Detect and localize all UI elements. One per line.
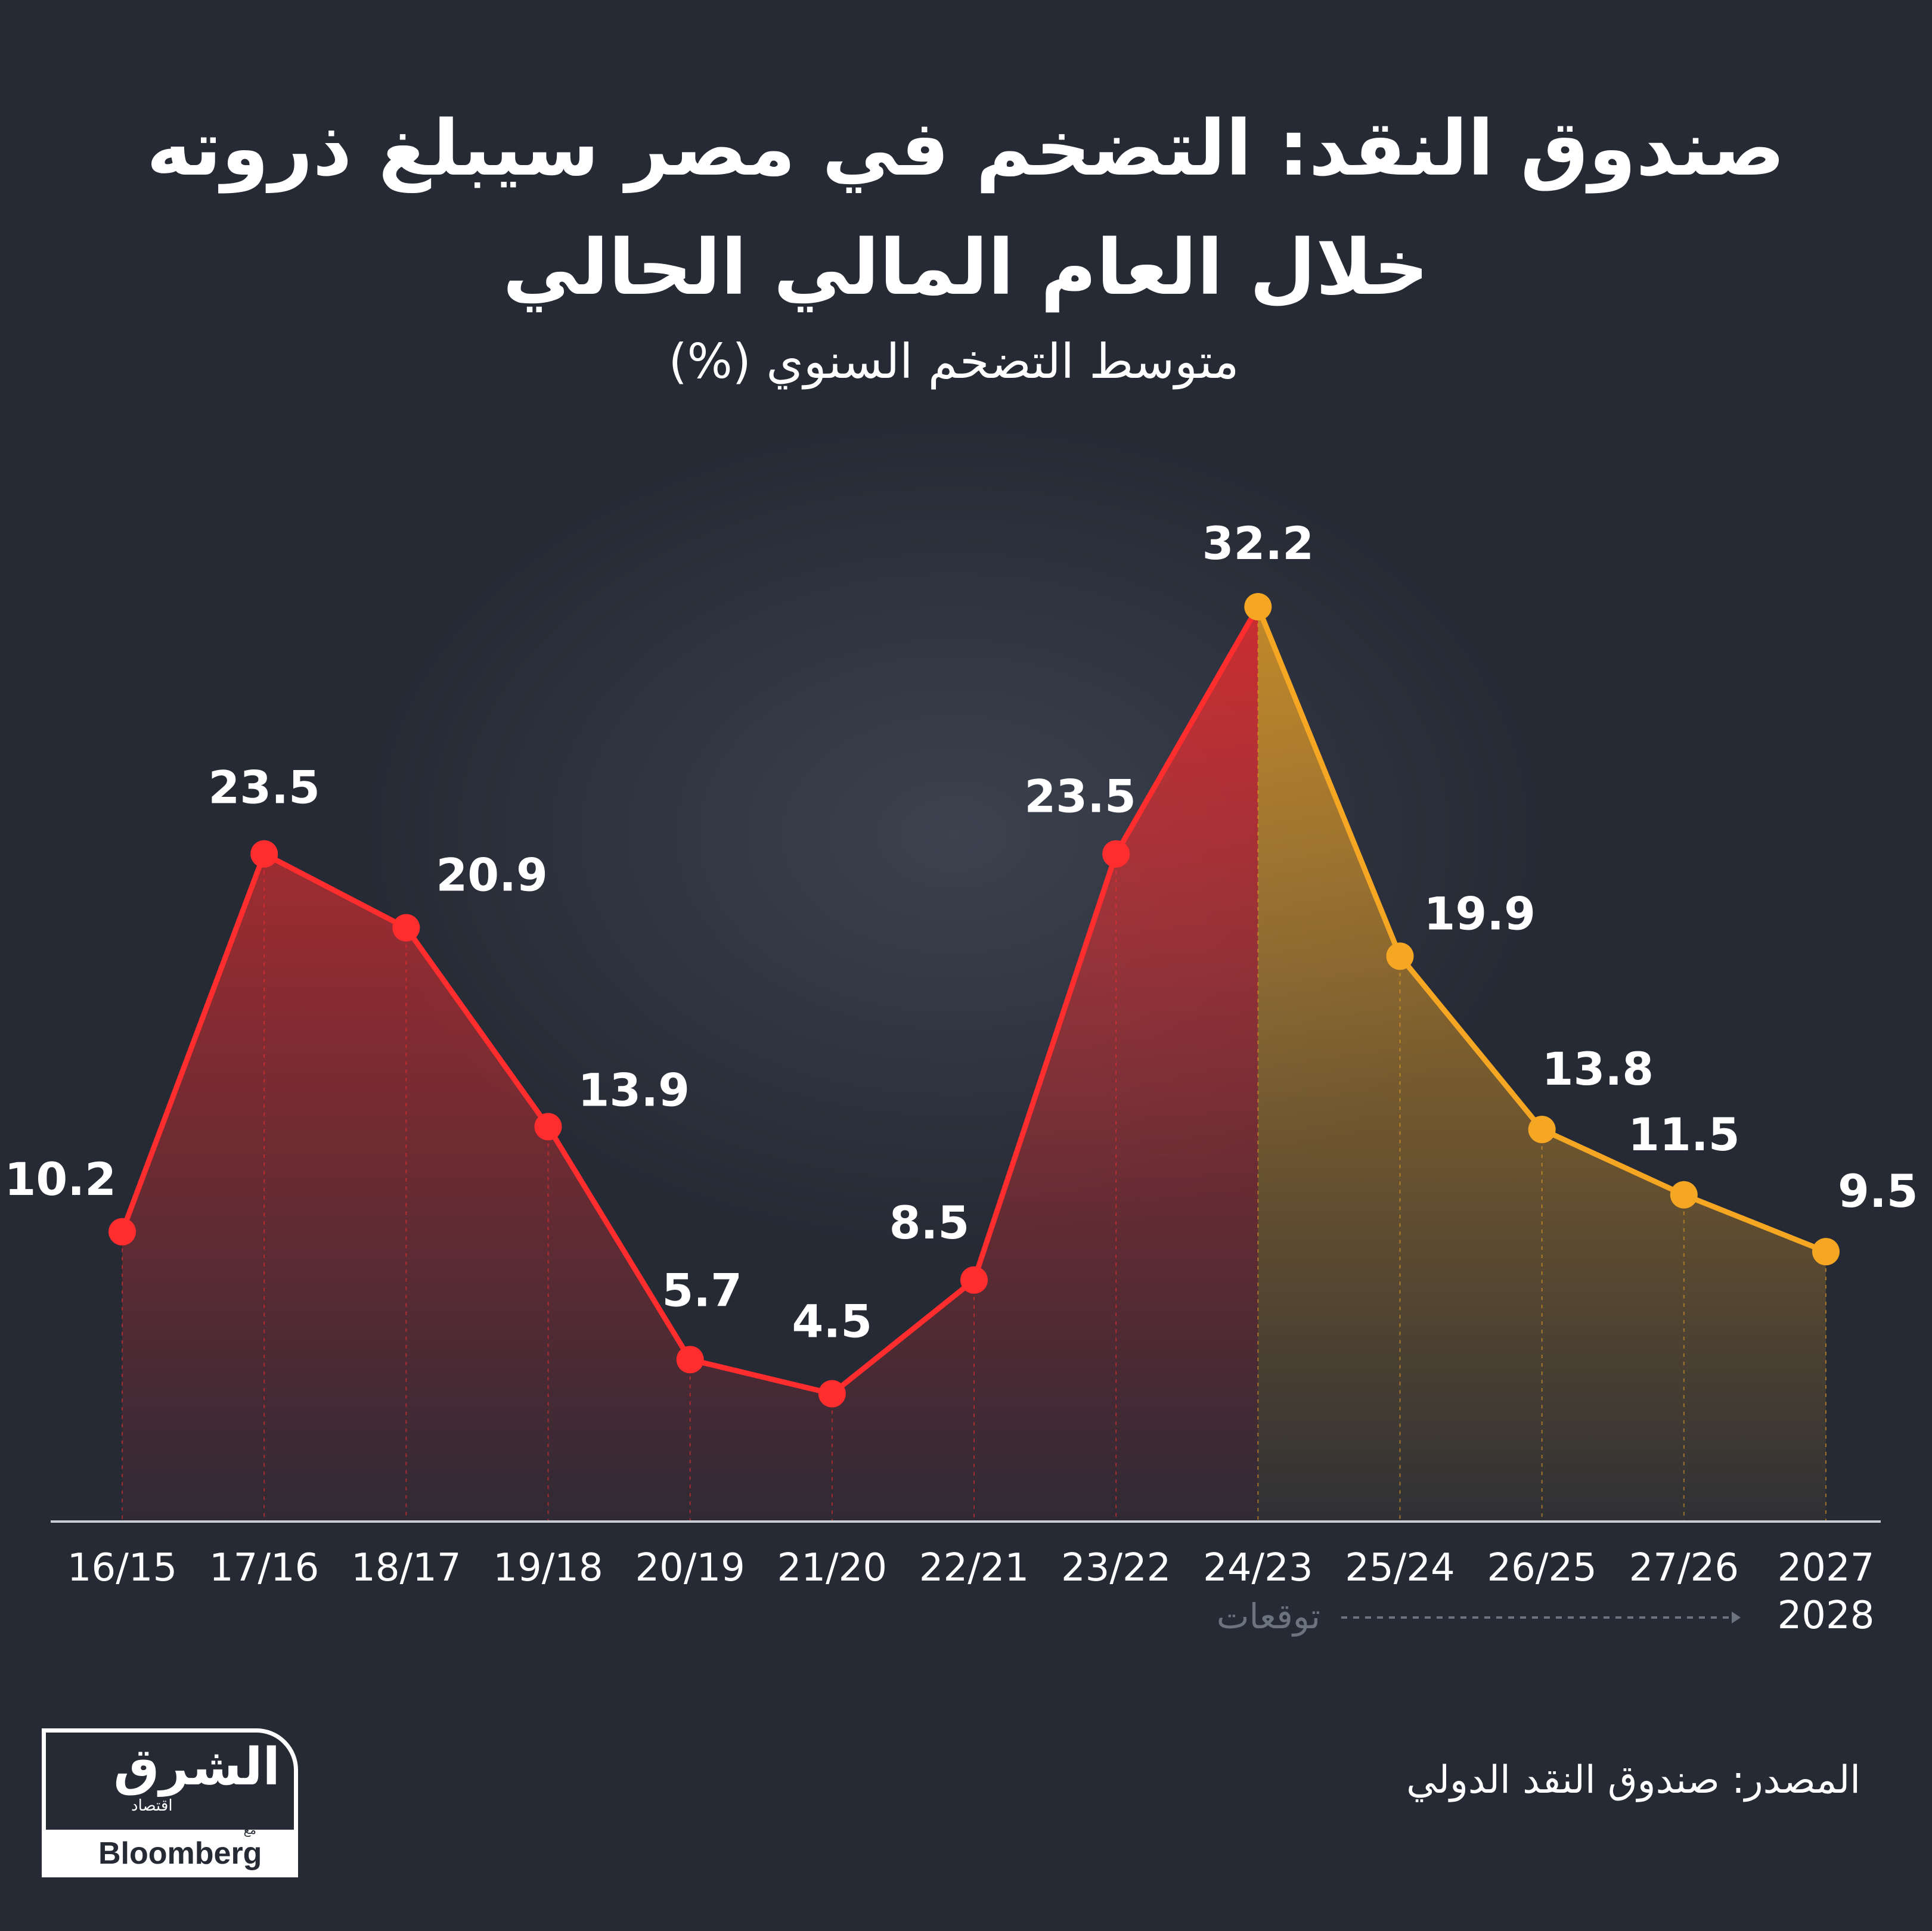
data-label: 4.5	[792, 1294, 873, 1348]
logo-subtitle: اقتصاد	[131, 1797, 173, 1815]
data-label: 10.2	[4, 1153, 116, 1206]
data-point	[1528, 1116, 1556, 1144]
x-tick-label: 18/17	[351, 1546, 461, 1590]
title-line-1: صندوق النقد: التضخم في مصر سيبلغ ذروته	[146, 104, 1785, 193]
data-point	[108, 1218, 136, 1246]
data-label: 20.9	[436, 849, 548, 902]
data-point	[1386, 942, 1414, 970]
page-title: صندوق النقد: التضخم في مصر سيبلغ ذروته خ…	[72, 89, 1860, 328]
x-tick-label: 2028	[1778, 1594, 1875, 1638]
data-label: 23.5	[1024, 770, 1136, 823]
logo-partner: Bloomberg	[98, 1836, 262, 1871]
x-tick-label: 23/22	[1061, 1546, 1171, 1590]
forecast-arrow-head	[1732, 1612, 1741, 1623]
data-label: 13.8	[1542, 1042, 1654, 1095]
data-point	[1670, 1181, 1698, 1209]
data-point	[1102, 840, 1130, 868]
data-point	[818, 1380, 846, 1408]
logo-band	[42, 1830, 298, 1877]
x-tick-label: 27/26	[1629, 1546, 1739, 1590]
data-label: 23.5	[208, 761, 320, 814]
source-note: المصدر: صندوق النقد الدولي	[1406, 1758, 1860, 1802]
x-tick-label: 17/16	[209, 1546, 319, 1590]
actual-area-fill	[122, 607, 1258, 1522]
x-tick-label: 25/24	[1345, 1546, 1455, 1590]
data-point	[250, 840, 278, 868]
data-point	[534, 1113, 562, 1141]
logo-with: مع	[243, 1823, 256, 1837]
x-tick-label: 16/15	[67, 1546, 177, 1590]
data-label: 8.5	[889, 1196, 970, 1249]
data-label: 5.7	[662, 1263, 742, 1317]
data-label: 19.9	[1424, 887, 1536, 940]
data-label: 9.5	[1838, 1165, 1918, 1218]
data-point	[676, 1346, 704, 1374]
x-tick-label: 20/19	[635, 1546, 745, 1590]
forecast-label: توقعات	[1217, 1596, 1320, 1637]
x-tick-label: 26/25	[1487, 1546, 1596, 1590]
data-label: 11.5	[1628, 1108, 1740, 1161]
x-tick-label: 24/23	[1203, 1546, 1313, 1590]
chart-subtitle: متوسط التضخم السنوي (%)	[668, 334, 1239, 389]
data-point	[1244, 593, 1272, 620]
data-point	[392, 914, 420, 942]
x-tick-label: 2027	[1778, 1546, 1875, 1590]
data-label: 13.9	[578, 1063, 690, 1116]
x-tick-label: 19/18	[493, 1546, 603, 1590]
asharq-bloomberg-logo: الشرق اقتصاد مع Bloomberg	[42, 1728, 304, 1883]
logo-wordmark: الشرق	[113, 1737, 280, 1797]
data-point	[960, 1266, 988, 1294]
data-point	[1812, 1238, 1840, 1266]
x-tick-label: 21/20	[777, 1546, 887, 1590]
x-tick-label: 22/21	[919, 1546, 1029, 1590]
data-label: 32.2	[1202, 517, 1314, 570]
title-line-2: خلال العام المالي الحالي	[503, 223, 1429, 312]
